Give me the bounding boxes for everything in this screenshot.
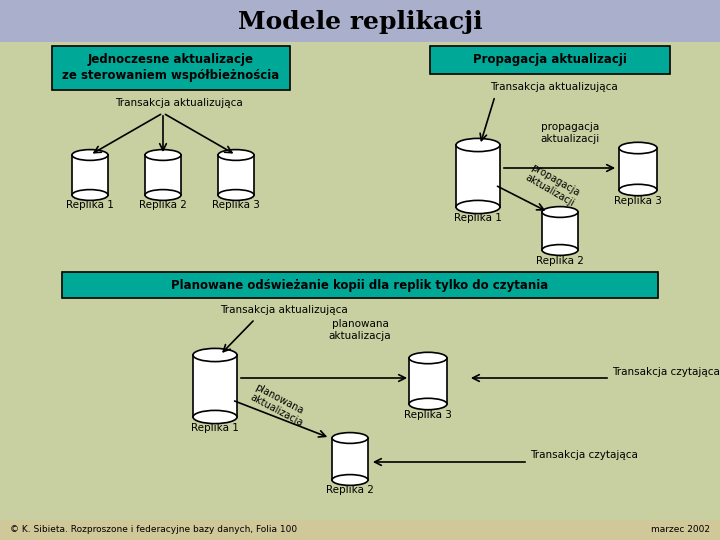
Ellipse shape (619, 184, 657, 195)
Ellipse shape (145, 150, 181, 160)
Text: Transakcja czytająca: Transakcja czytająca (530, 450, 638, 460)
Bar (430, 46, 670, 74)
Ellipse shape (409, 399, 447, 410)
Text: planowana
aktualizacja: planowana aktualizacja (329, 319, 391, 341)
Text: Transakcja aktualizująca: Transakcja aktualizująca (220, 305, 348, 315)
Text: Jednoczesne aktualizacje
ze sterowaniem współbieżnościa: Jednoczesne aktualizacje ze sterowaniem … (63, 53, 279, 83)
Ellipse shape (332, 433, 368, 443)
Text: marzec 2002: marzec 2002 (651, 525, 710, 535)
Ellipse shape (218, 190, 254, 200)
Bar (456, 145, 500, 207)
Text: Replika 1: Replika 1 (191, 423, 239, 433)
Text: Transakcja aktualizująca: Transakcja aktualizująca (115, 98, 243, 108)
Bar (332, 438, 368, 480)
Ellipse shape (72, 150, 108, 160)
Ellipse shape (409, 352, 447, 364)
Text: Replika 1: Replika 1 (454, 213, 502, 223)
Text: Modele replikacji: Modele replikacji (238, 10, 482, 34)
Ellipse shape (456, 200, 500, 214)
Bar (193, 355, 237, 417)
Ellipse shape (619, 143, 657, 154)
Bar (619, 148, 657, 190)
Bar (542, 212, 578, 250)
Text: planowana
aktualizacja: planowana aktualizacja (248, 382, 310, 428)
Text: Planowane odświeżanie kopii dla replik tylko do czytania: Planowane odświeżanie kopii dla replik t… (171, 279, 549, 292)
Text: Replika 3: Replika 3 (404, 410, 452, 420)
Text: Replika 2: Replika 2 (326, 485, 374, 495)
Bar (145, 155, 181, 195)
Ellipse shape (193, 348, 237, 362)
Text: Replika 2: Replika 2 (139, 200, 187, 210)
Text: © K. Sibieta. Rozproszone i federacyjne bazy danych, Folia 100: © K. Sibieta. Rozproszone i federacyjne … (10, 525, 297, 535)
Text: Replika 1: Replika 1 (66, 200, 114, 210)
Text: Replika 3: Replika 3 (614, 196, 662, 206)
Ellipse shape (72, 190, 108, 200)
Bar (52, 46, 290, 90)
Ellipse shape (332, 475, 368, 485)
Bar (62, 272, 658, 298)
Text: propagacja
aktualizacji: propagacja aktualizacji (523, 162, 582, 208)
Text: Propagacja aktualizacji: Propagacja aktualizacji (473, 53, 627, 66)
Bar (0, 0, 720, 42)
Bar (0, 42, 720, 520)
Text: Transakcja aktualizująca: Transakcja aktualizująca (490, 82, 618, 92)
Text: Replika 3: Replika 3 (212, 200, 260, 210)
Ellipse shape (145, 190, 181, 200)
Ellipse shape (542, 207, 578, 218)
Ellipse shape (218, 150, 254, 160)
Bar (218, 155, 254, 195)
Text: Replika 2: Replika 2 (536, 256, 584, 266)
Text: Transakcja czytająca: Transakcja czytająca (612, 367, 720, 377)
Ellipse shape (542, 245, 578, 255)
Ellipse shape (456, 138, 500, 152)
Text: propagacja
aktualizacji: propagacja aktualizacji (541, 122, 600, 144)
Bar (409, 358, 447, 404)
Bar (0, 520, 720, 540)
Bar (72, 155, 108, 195)
Ellipse shape (193, 410, 237, 423)
